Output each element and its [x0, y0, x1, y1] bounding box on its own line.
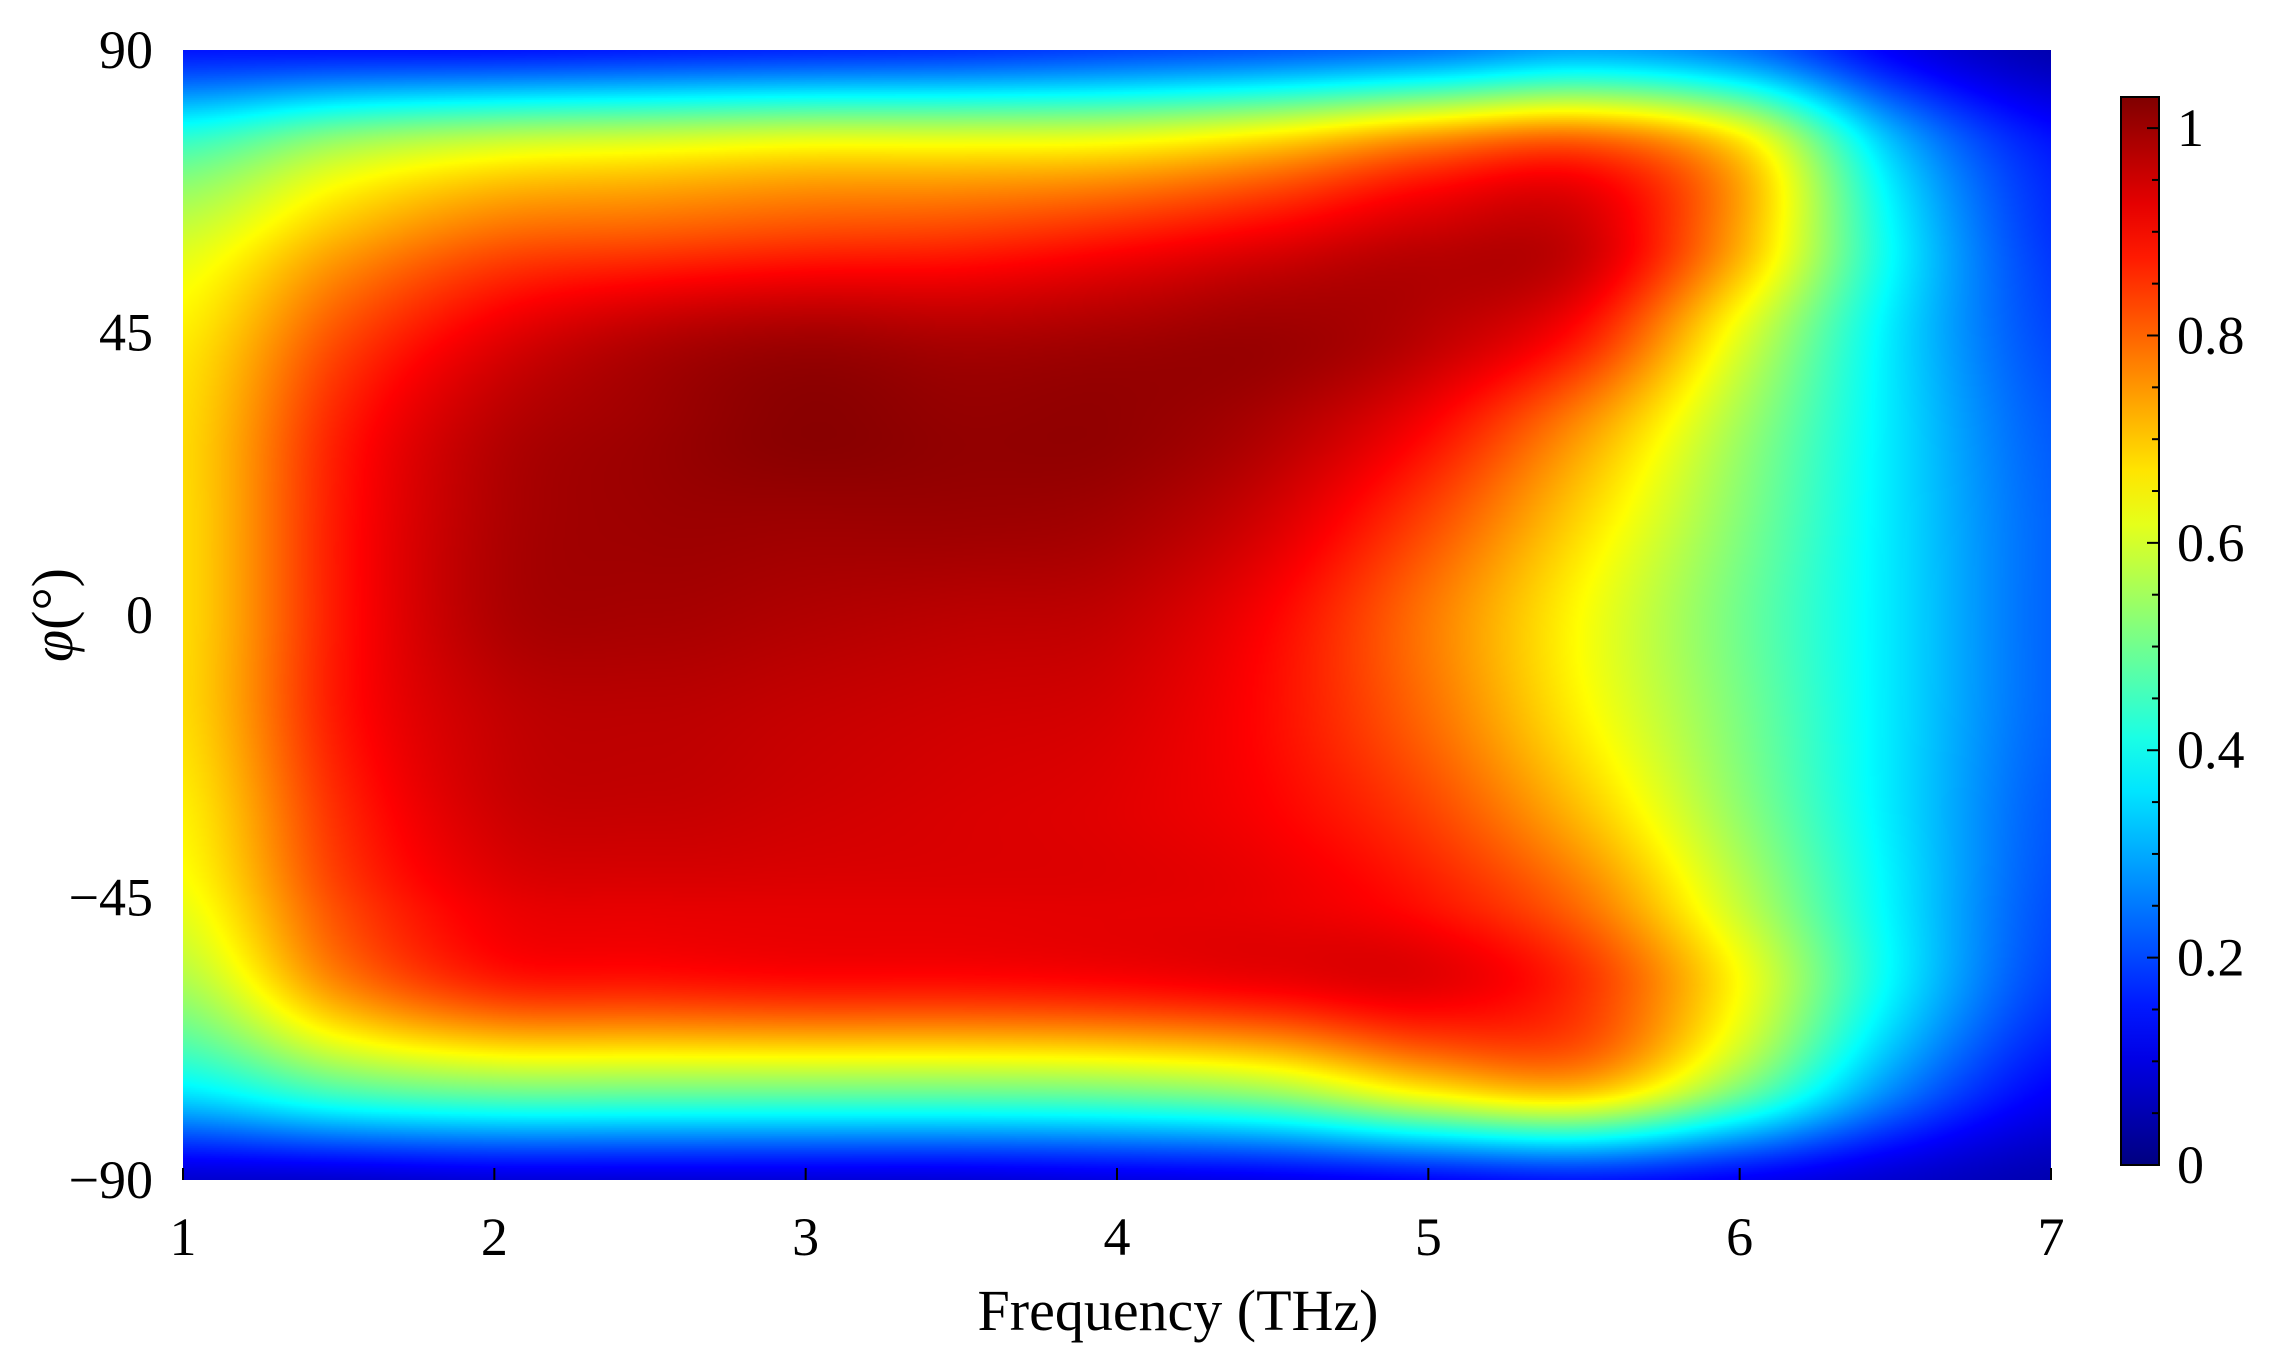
y-tick-label: 90	[99, 20, 153, 80]
colorbar: 0 0.2 0.4 0.6 0.8 1	[2120, 96, 2245, 1195]
heatmap-canvas	[183, 50, 2051, 1180]
y-axis-ticks: 90 45 0 −45 −90	[69, 20, 153, 1210]
x-tick-label: 1	[170, 1207, 197, 1267]
x-axis-label: Frequency (THz)	[978, 1278, 1379, 1343]
colorbar-tick-label: 0	[2177, 1135, 2204, 1195]
y-tick-label: 0	[126, 585, 153, 645]
colorbar-tick-label: 0.6	[2177, 513, 2245, 573]
y-tick-label: −90	[69, 1150, 153, 1210]
x-tick-label: 5	[1415, 1207, 1442, 1267]
y-axis-label-symbol: φ	[20, 630, 85, 662]
y-tick-label: 45	[99, 303, 153, 363]
x-tick-label: 7	[2038, 1207, 2065, 1267]
x-axis-ticks: 1 2 3 4 5 6 7	[170, 1168, 2065, 1267]
colorbar-tick-label: 0.4	[2177, 720, 2245, 780]
x-tick-label: 3	[792, 1207, 819, 1267]
y-axis-label-unit: (°)	[20, 568, 85, 630]
heatmap-canvas-wrapper	[183, 50, 2051, 1180]
colorbar-tick-label: 0.2	[2177, 928, 2245, 988]
colorbar-tick-label: 1	[2177, 98, 2204, 158]
heatmap-cells	[183, 50, 2051, 1180]
y-tick-label: −45	[69, 868, 153, 928]
x-tick-label: 2	[481, 1207, 508, 1267]
colorbar-scale	[2120, 96, 2160, 1166]
colorbar-tick-label: 0.8	[2177, 305, 2245, 365]
colorbar-ticks: 0 0.2 0.4 0.6 0.8 1	[2147, 98, 2245, 1195]
x-tick-label: 6	[1726, 1207, 1753, 1267]
y-axis-label: φ(°)	[20, 568, 85, 662]
x-tick-label: 4	[1104, 1207, 1131, 1267]
